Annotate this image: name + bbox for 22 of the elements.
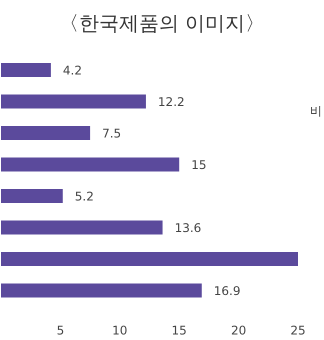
bar xyxy=(1,220,163,234)
bar xyxy=(1,126,90,140)
data-label: 12.2 xyxy=(158,94,185,109)
data-label: 7.5 xyxy=(102,126,122,140)
text: 비 xyxy=(310,103,322,120)
x-tick-label: 15 xyxy=(172,324,187,338)
x-tick-label: 5 xyxy=(56,324,64,338)
bar xyxy=(1,94,146,108)
bar xyxy=(1,252,298,266)
data-label: 4.2 xyxy=(62,63,82,78)
x-tick-label: 20 xyxy=(230,324,246,338)
data-label: 13.6 xyxy=(174,220,202,235)
bar xyxy=(1,63,51,77)
bar xyxy=(1,284,202,298)
bar xyxy=(1,158,180,172)
chart-title: 〈한국제품의 이미지〉 xyxy=(58,10,266,37)
data-label: 5.2 xyxy=(74,189,94,204)
x-tick-label: 25 xyxy=(290,324,306,338)
bar xyxy=(1,189,63,203)
data-label: 15 xyxy=(191,158,206,172)
x-tick-label: 10 xyxy=(112,324,128,338)
data-label: 16.9 xyxy=(214,284,240,298)
